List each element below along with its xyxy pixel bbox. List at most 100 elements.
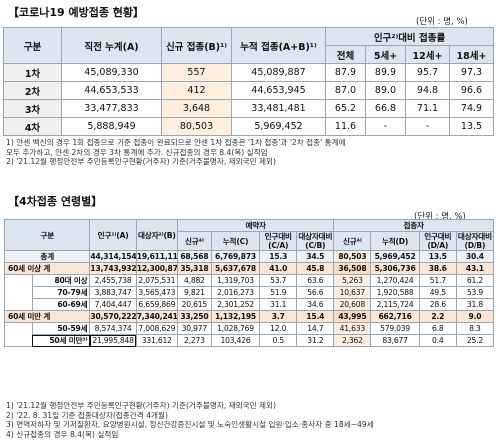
table-row: 60-69세 7,404,447 6,659,869 20,615 2,301,…: [4, 298, 495, 311]
cell-age18: 74.9: [448, 99, 495, 118]
table-row: 총계 44,314,154 19,611,114 68,568 6,769,87…: [3, 250, 495, 263]
cell-tgt-ratio-vacc: 43.1: [455, 262, 495, 275]
cell-cum-vacc: 1,920,588: [370, 286, 420, 299]
cell-population: 21,995,848: [89, 334, 137, 347]
cell-all: 65.2: [325, 99, 366, 118]
cell-pop-ratio-vacc: 51.7: [418, 274, 457, 287]
note-line: 모두 추가하고, 얀센 2차의 경우 3차 통계에 추가. 신규접종의 경우 8…: [6, 147, 268, 157]
cell-tgt-ratio-reserve: 45.8: [296, 262, 335, 275]
row-label: 60-69세: [31, 298, 91, 311]
cell-new-reserve: 35,318: [176, 262, 212, 275]
section1-title: 【코로나19 예방접종 현황】: [8, 4, 145, 20]
row-label: 60세 이상 계: [3, 262, 91, 275]
cell-cum-reserve: 6,769,873: [210, 250, 261, 263]
header-age5: 5세+: [365, 45, 406, 64]
header-prev-cum: 직전 누계(A): [61, 27, 162, 64]
header-pop-ratio-reserve: 인구대비(C/A): [259, 231, 298, 251]
cell-age5: 89.0: [365, 81, 406, 100]
cell-age5: 89.9: [365, 63, 406, 82]
cell-pop-ratio-vacc: 13.5: [418, 250, 457, 263]
cell-cum-vacc: 5,306,736: [370, 262, 420, 275]
row-label: 50-59세: [31, 322, 91, 335]
cell-target: 331,612: [135, 334, 178, 347]
cell-age12: 71.1: [405, 99, 450, 118]
row-label: 총계: [3, 250, 91, 263]
indent-cell: [4, 334, 33, 347]
cell-new-vacc: 80,503: [333, 250, 372, 263]
header-new-reserve: 신규⁴⁾: [176, 231, 212, 251]
cell-new: 80,503: [161, 117, 232, 136]
cell-cum-reserve: 2,016,273: [210, 286, 261, 299]
cell-all: 87.9: [325, 63, 366, 82]
row-label: 60세 미만 계: [3, 310, 91, 323]
cell-pop-ratio-reserve: 31.1: [259, 298, 298, 311]
header-cum-vacc: 누적(D): [370, 231, 420, 251]
cell-tgt-ratio-reserve: 34.6: [296, 298, 335, 311]
section2-unit: (단위 : 명, %): [414, 212, 466, 222]
cell-age12: -: [405, 117, 450, 136]
cell-prev: 45,089,330: [61, 63, 162, 82]
cell-new-reserve: 68,568: [176, 250, 212, 263]
cell-pop-ratio-vacc: 2.2: [418, 310, 457, 323]
cell-new-vacc: 10,637: [333, 286, 372, 299]
table-row: 2차 44,653,533 412 44,653,945 87.0 89.0 9…: [3, 81, 495, 100]
table-row: 60세 미만 계 30,570,222 7,340,241 33,250 1,1…: [3, 310, 495, 323]
cell-new: 412: [161, 81, 232, 100]
cell-pop-ratio-reserve: 12.0: [259, 322, 298, 335]
header-ratio-group: 인구²⁾대비 접종률: [324, 27, 495, 46]
cell-cum-reserve: 103,426: [210, 334, 261, 347]
header-category: 구분: [3, 219, 91, 251]
cell-new-vacc: 5,263: [333, 274, 372, 287]
header-category: 구분: [3, 27, 62, 64]
cell-population: 2,455,738: [89, 274, 137, 287]
cell-cum: 33,481,481: [231, 99, 326, 118]
table-row: 4차 5,888,949 80,503 5,969,452 11.6 - - 1…: [3, 117, 495, 136]
section1-unit: (단위 : 명, %): [416, 17, 468, 27]
cell-new-vacc: 20,608: [333, 298, 372, 311]
cell-target: 6,659,869: [135, 298, 178, 311]
cell-all: 11.6: [325, 117, 366, 136]
cell-new-reserve: 33,250: [176, 310, 212, 323]
cell-age5: 66.8: [365, 99, 406, 118]
cell-population: 44,314,154: [89, 250, 137, 263]
table-row: 70-79세 3,883,747 3,565,473 9,821 2,016,2…: [4, 286, 495, 299]
cell-population: 8,574,374: [89, 322, 137, 335]
cell-tgt-ratio-vacc: 30.4: [455, 250, 495, 263]
cell-population: 7,404,447: [89, 298, 137, 311]
cell-tgt-ratio-reserve: 56.6: [296, 286, 335, 299]
cell-pop-ratio-reserve: 41.0: [259, 262, 298, 275]
row-label: 70-79세: [31, 286, 91, 299]
cell-tgt-ratio-reserve: 15.4: [296, 310, 335, 323]
header-all: 전체: [325, 45, 366, 64]
note-line: 2) '22. 8. 31일 기준 접종대상자(접종간격 4개월): [6, 410, 168, 420]
note-line: 1) 얀센 백신의 경우 1회 접종으로 기준 접종이 완료되므로 얀센 1차 …: [6, 138, 346, 147]
cell-target: 12,300,873: [135, 262, 178, 275]
header-age18: 18세+: [448, 45, 495, 64]
note-line: 1) '21.12월 행정안전부 주민등록인구현황(거주자) 기준(거주불명자,…: [6, 401, 276, 410]
cell-target: 2,075,531: [135, 274, 178, 287]
cell-cum: 44,653,945: [231, 81, 326, 100]
cell-pop-ratio-vacc: 0.4: [418, 334, 457, 347]
cell-age18: 97.3: [448, 63, 495, 82]
cell-population: 30,570,222: [89, 310, 137, 323]
cell-tgt-ratio-reserve: 63.6: [296, 274, 335, 287]
cell-population: 3,883,747: [89, 286, 137, 299]
cell-cum-reserve: 1,028,769: [210, 322, 261, 335]
cell-new-vacc: 36,508: [333, 262, 372, 275]
cell-new: 557: [161, 63, 232, 82]
note-line: 2) '21.12월 행정안전부 주민등록인구현황(거주자) 기준(거주불명자,…: [6, 157, 276, 166]
indent-cell: [4, 286, 33, 299]
header-pop-ratio-vacc: 인구대비(D/A): [418, 231, 457, 251]
fourth-dose-by-age-table: 구분 인구¹⁾(A) 대상자²⁾(B) 예약자 접종자 신규⁴⁾ 누적(C) 인…: [3, 219, 495, 347]
header-reserve-group: 예약자: [176, 219, 335, 232]
cell-prev: 33,477,833: [61, 99, 162, 118]
cell-target: 7,340,241: [135, 310, 178, 323]
cell-tgt-ratio-reserve: 14.7: [296, 322, 335, 335]
cell-tgt-ratio-vacc: 31.8: [455, 298, 495, 311]
cell-pop-ratio-reserve: 53.7: [259, 274, 298, 287]
cell-all: 87.0: [325, 81, 366, 100]
row-label: 1차: [3, 63, 62, 82]
cell-age18: 13.5: [448, 117, 495, 136]
cell-pop-ratio-reserve: 0.5: [259, 334, 298, 347]
section2-title: 【4차접종 연령별】: [8, 193, 103, 209]
